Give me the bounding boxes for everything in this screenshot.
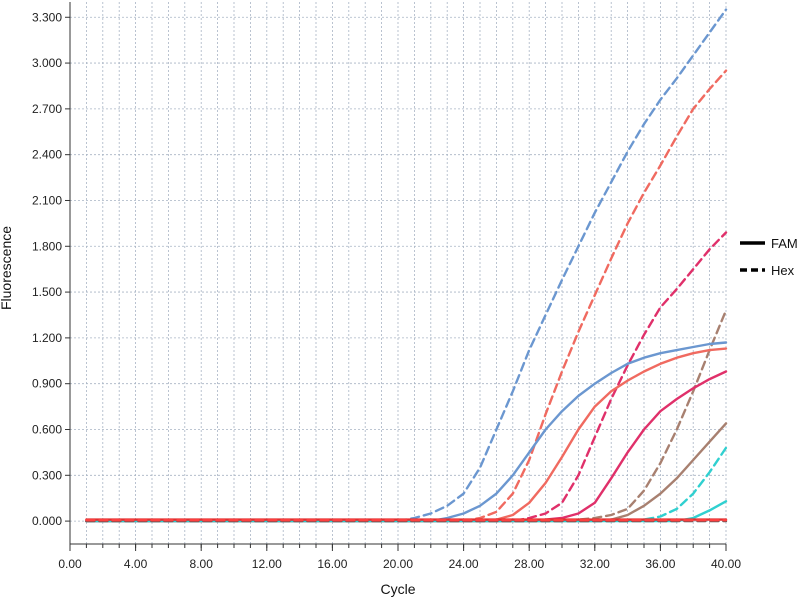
y-tick-label: 1.200: [32, 331, 62, 345]
x-tick-label: 36.00: [645, 557, 675, 571]
y-tick-label: 0.000: [32, 514, 62, 528]
x-tick-label: 24.00: [449, 557, 479, 571]
grid-layer: [70, 2, 727, 544]
y-axis-title: Fluorescence: [0, 226, 14, 310]
series-line-6-solid: [85, 341, 728, 523]
x-tick-label: 4.00: [124, 557, 148, 571]
x-tick-label: 8.00: [190, 557, 214, 571]
x-axis-title: Cycle: [380, 581, 415, 597]
x-tick-label: 0.00: [58, 557, 82, 571]
series-line-8-solid: [85, 370, 728, 523]
series-line-2-dashed: [85, 69, 728, 523]
series-layer: [85, 8, 728, 523]
legend: FAM Hex: [740, 236, 798, 278]
x-tick-label: 16.00: [317, 557, 347, 571]
series-line-4-dashed: [85, 309, 728, 523]
x-tick-label: 20.00: [383, 557, 413, 571]
y-tick-label: 1.500: [32, 285, 62, 299]
x-tick-label: 32.00: [580, 557, 610, 571]
y-tick-label: 1.800: [32, 239, 62, 253]
x-tick-label: 12.00: [252, 557, 282, 571]
x-tick-label: 40.00: [711, 557, 741, 571]
legend-label-hex: Hex: [771, 263, 795, 278]
series-line-7-solid: [85, 347, 728, 523]
y-tick-label: 0.900: [32, 377, 62, 391]
y-tick-label: 3.300: [32, 10, 62, 24]
x-tick-label: 28.00: [514, 557, 544, 571]
y-tick-label: 2.100: [32, 193, 62, 207]
y-tick-label: 2.400: [32, 148, 62, 162]
ticks-layer: 0.000 0.300 0.600 0.900 1.200 1.500 1.800 2.100…: [32, 10, 741, 571]
y-tick-label: 3.000: [32, 56, 62, 70]
y-tick-label: 0.300: [32, 468, 62, 482]
series-line-3-dashed: [85, 231, 728, 523]
series-line-1-dashed: [85, 8, 728, 523]
series-line-10-solid: [85, 500, 728, 523]
series-line-5-dashed: [85, 446, 728, 523]
legend-label-fam: FAM: [771, 236, 798, 251]
y-tick-label: 0.600: [32, 422, 62, 436]
y-tick-label: 2.700: [32, 102, 62, 116]
